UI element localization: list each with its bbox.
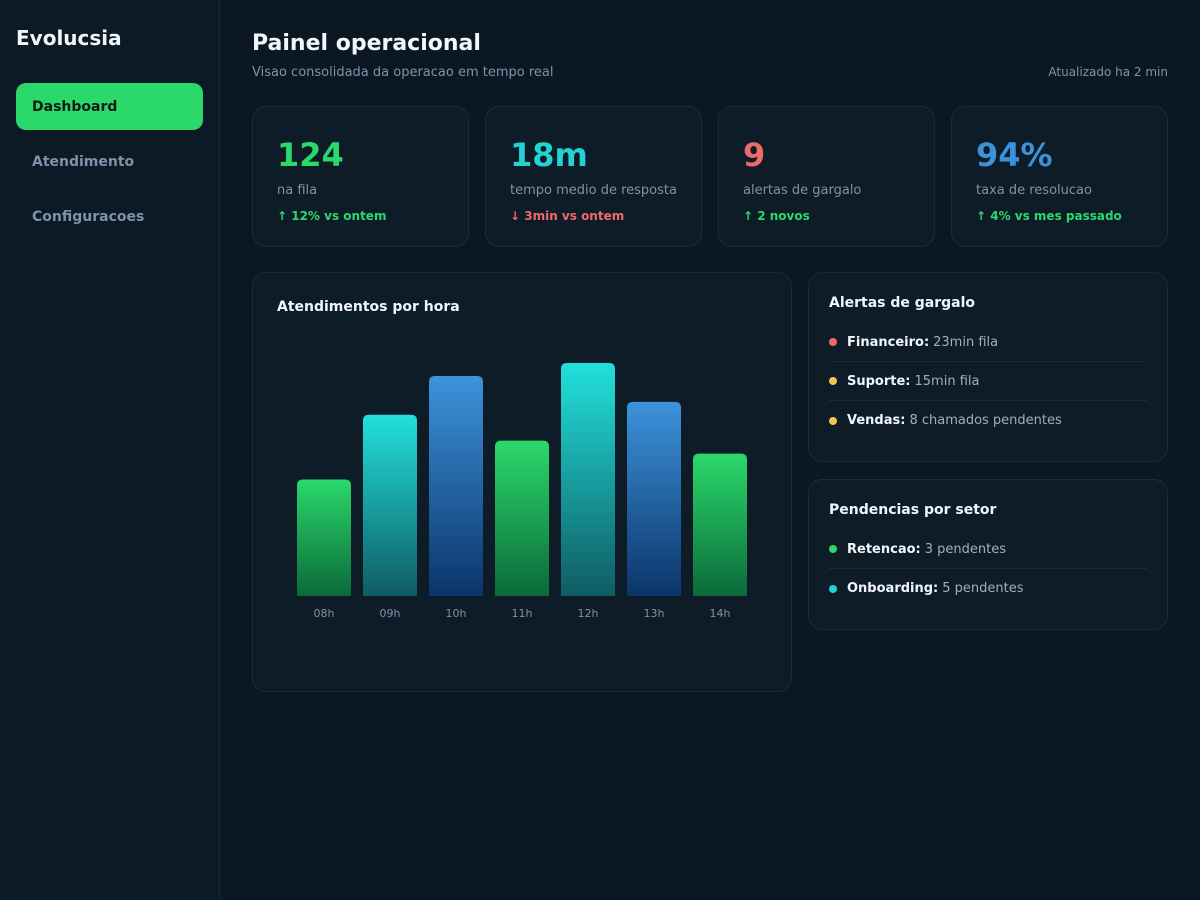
kpi-delta: ↑ 12% vs ontem [277, 209, 387, 223]
page-title: Painel operacional [252, 31, 481, 56]
alert-detail: 8 chamados pendentes [909, 413, 1062, 428]
kpi-label: na fila [277, 183, 318, 198]
sidebar-item-dashboard[interactable]: Dashboard [16, 83, 203, 130]
chart-panel: Atendimentos por hora 08h 09h 10h 11h 12h 13h… [252, 272, 792, 692]
status-dot-icon [829, 545, 837, 553]
x-tick-label: 13h [644, 607, 665, 620]
bar-12h[interactable] [561, 363, 615, 596]
chart-title: Atendimentos por hora [277, 299, 460, 315]
kpi-value: 9 [743, 136, 766, 174]
kpi-value: 94% [976, 136, 1053, 174]
alert-sector: Financeiro: [847, 334, 930, 350]
alert-item[interactable]: Suporte: 15min fila [829, 362, 1147, 401]
x-tick-label: 11h [512, 607, 533, 620]
kpi-value: 18m [510, 136, 588, 174]
pending-title: Pendencias por setor [829, 502, 997, 518]
sidebar-item-configuracoes[interactable]: Configuracoes [32, 208, 145, 225]
sidebar: Evolucsia Dashboard Atendimento Configur… [0, 0, 220, 900]
kpi-label: taxa de resolucao [976, 183, 1092, 198]
brand-logo: Evolucsia [16, 26, 122, 50]
kpi-delta: ↓ 3min vs ontem [510, 209, 625, 223]
sidebar-nav: Dashboard Atendimento Configuracoes [16, 83, 203, 248]
kpi-delta: ↑ 4% vs mes passado [976, 209, 1122, 223]
kpi-value: 124 [277, 136, 344, 174]
pending-detail: 3 pendentes [924, 541, 1006, 557]
pending-detail: 5 pendentes [942, 581, 1024, 596]
x-tick-label: 12h [578, 607, 599, 620]
bar-08h[interactable] [297, 479, 351, 597]
x-tick-label: 14h [710, 607, 731, 620]
alert-sector: Vendas: [847, 413, 906, 428]
kpi-card-queue: 124 na fila ↑ 12% vs ontem [252, 106, 469, 247]
kpi-label: tempo medio de resposta [510, 183, 677, 198]
pending-by-sector-panel: Pendencias por setor Retencao: 3 pendent… [808, 479, 1168, 630]
bar-10h[interactable] [429, 375, 483, 596]
bar-09h[interactable] [363, 414, 417, 596]
alert-detail: 15min fila [914, 373, 980, 389]
sidebar-item-atendimento[interactable]: Atendimento [32, 153, 135, 170]
bar-chart: 08h 09h 10h 11h 12h 13h 14h [297, 363, 747, 620]
alert-sector: Suporte: [847, 373, 911, 389]
alert-item[interactable]: Vendas: 8 chamados pendentes [829, 401, 1147, 440]
status-dot-icon [829, 377, 837, 385]
pending-sector: Onboarding: [847, 581, 939, 596]
pending-sector: Retencao: [847, 541, 921, 557]
kpi-delta: ↑ 2 novos [743, 209, 810, 223]
page-subtitle: Visao consolidada da operacao em tempo r… [252, 65, 554, 80]
updated-timestamp: Atualizado ha 2 min [1048, 65, 1168, 79]
kpi-card-alerts: 9 alertas de gargalo ↑ 2 novos [718, 106, 935, 247]
kpi-card-response-time: 18m tempo medio de resposta ↓ 3min vs on… [485, 106, 702, 247]
status-dot-icon [829, 584, 837, 593]
pending-item[interactable]: Onboarding: 5 pendentes [829, 569, 1147, 608]
kpi-card-resolution-rate: 94% taxa de resolucao ↑ 4% vs mes passad… [951, 106, 1168, 247]
status-dot-icon [829, 338, 837, 346]
alert-detail: 23min fila [933, 334, 999, 350]
x-tick-label: 09h [380, 607, 401, 620]
alert-item[interactable]: Financeiro: 23min fila [829, 323, 1147, 362]
kpi-label: alertas de gargalo [743, 183, 862, 198]
alerts-title: Alertas de gargalo [829, 295, 976, 311]
bottleneck-alerts-panel: Alertas de gargalo Financeiro: 23min fil… [808, 272, 1168, 462]
bar-14h[interactable] [693, 453, 747, 596]
bar-11h[interactable] [495, 440, 549, 596]
x-tick-label: 08h [314, 607, 335, 620]
status-dot-icon [829, 416, 837, 425]
bar-13h[interactable] [627, 401, 681, 596]
pending-item[interactable]: Retencao: 3 pendentes [829, 530, 1147, 569]
x-tick-label: 10h [446, 607, 467, 620]
